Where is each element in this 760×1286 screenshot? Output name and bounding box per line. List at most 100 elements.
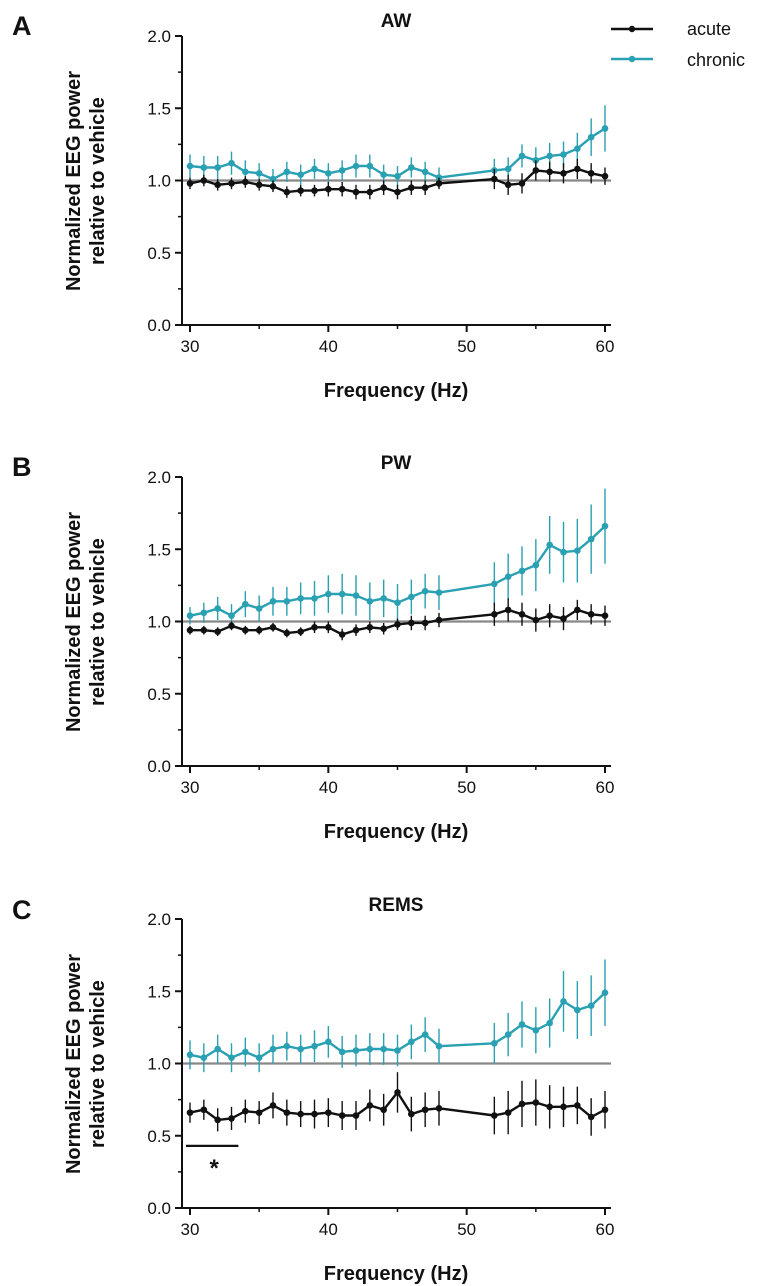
data-point — [408, 164, 415, 171]
data-point — [228, 180, 235, 187]
data-point — [518, 1021, 526, 1028]
data-point — [325, 623, 332, 631]
data-point — [228, 622, 235, 630]
data-point — [560, 169, 567, 177]
y-axis-label-line-2: relative to vehicle — [87, 538, 109, 706]
data-point — [421, 184, 429, 192]
data-point — [297, 595, 304, 602]
series-acute — [186, 158, 609, 200]
data-point — [546, 152, 553, 160]
plot-title: AW — [381, 11, 412, 32]
data-point — [491, 610, 498, 618]
plot-title: PW — [381, 453, 412, 474]
data-point — [228, 1054, 235, 1062]
data-point — [380, 625, 387, 633]
data-point — [546, 1103, 553, 1111]
data-point — [214, 628, 221, 635]
y-axis-label-line-1: Normalized EEG power — [63, 512, 85, 732]
data-point — [311, 187, 318, 194]
data-point — [214, 181, 221, 189]
y-tick-label: 1.0 — [147, 1055, 171, 1074]
data-point — [200, 626, 208, 634]
y-tick-label: 0.5 — [147, 1127, 171, 1146]
data-point — [352, 162, 360, 170]
data-point — [532, 1026, 540, 1034]
data-point — [504, 165, 512, 173]
data-point — [366, 188, 374, 196]
data-point — [269, 597, 277, 605]
data-point — [352, 1047, 360, 1054]
x-tick-label: 40 — [319, 1220, 338, 1239]
data-point — [214, 1116, 221, 1124]
data-point — [574, 1102, 581, 1109]
data-point — [255, 1109, 263, 1116]
data-point — [352, 1112, 360, 1119]
data-point — [242, 168, 249, 176]
data-point — [255, 605, 263, 612]
y-axis-label-line-1: Normalized EEG power — [63, 954, 85, 1174]
data-point — [366, 162, 374, 170]
series-acute — [186, 1072, 609, 1136]
y-tick-label: 0.0 — [147, 757, 171, 776]
series-line — [189, 991, 606, 1059]
data-point — [574, 606, 581, 614]
data-point — [242, 1048, 249, 1056]
data-point — [255, 169, 263, 177]
data-point — [352, 626, 360, 634]
data-point — [518, 610, 526, 618]
data-point — [325, 169, 332, 177]
data-point — [269, 182, 277, 190]
data-point — [228, 1115, 235, 1122]
plot-area: 0.0 0.5 1.0 1.5 2.0 30 40 50 60 — [147, 468, 614, 797]
data-point — [532, 616, 540, 624]
data-point — [546, 1019, 553, 1027]
data-point — [283, 597, 291, 605]
series-line — [189, 167, 606, 194]
data-point — [394, 188, 401, 196]
x-axis-label: Frequency (Hz) — [324, 380, 468, 402]
data-point — [311, 623, 318, 631]
data-point — [242, 626, 249, 634]
x-tick-label: 50 — [457, 337, 476, 356]
series-line — [190, 608, 606, 636]
data-point — [532, 1099, 540, 1106]
y-tick-label: 0.5 — [147, 244, 171, 263]
legend-label-acute: acute — [687, 19, 731, 39]
data-point — [352, 592, 360, 599]
data-point — [325, 590, 332, 598]
data-point — [228, 159, 235, 167]
y-tick-label: 0.0 — [147, 1199, 171, 1218]
data-point — [587, 610, 595, 618]
data-point — [283, 168, 291, 176]
data-point — [408, 593, 415, 601]
data-point — [435, 1042, 443, 1050]
data-point — [352, 188, 360, 196]
data-point — [574, 547, 581, 554]
data-point — [587, 1113, 595, 1121]
data-point — [491, 1112, 498, 1119]
data-point — [283, 1109, 291, 1116]
x-tick-label: 60 — [596, 1220, 615, 1239]
y-tick-label: 1.5 — [147, 99, 171, 118]
data-point — [338, 167, 346, 174]
data-point — [380, 1045, 387, 1053]
data-point — [269, 1102, 277, 1109]
series-line — [189, 1091, 606, 1122]
data-point — [560, 548, 567, 556]
data-point — [186, 612, 194, 620]
plot-area: 0.0 0.5 1.0 1.5 2.0 30 40 50 60 — [147, 27, 614, 356]
data-point — [491, 580, 498, 588]
data-point — [214, 1045, 221, 1053]
data-point — [242, 1107, 249, 1115]
y-axis-label-line-1: Normalized EEG power — [63, 71, 85, 291]
data-point — [297, 187, 304, 194]
data-point — [283, 1042, 291, 1050]
data-point — [380, 1106, 387, 1114]
data-point — [269, 1045, 277, 1053]
data-point — [297, 1045, 304, 1053]
data-point — [297, 171, 304, 179]
data-point — [325, 185, 332, 193]
data-point — [504, 1031, 512, 1038]
y-tick-label: 2.0 — [147, 910, 171, 929]
